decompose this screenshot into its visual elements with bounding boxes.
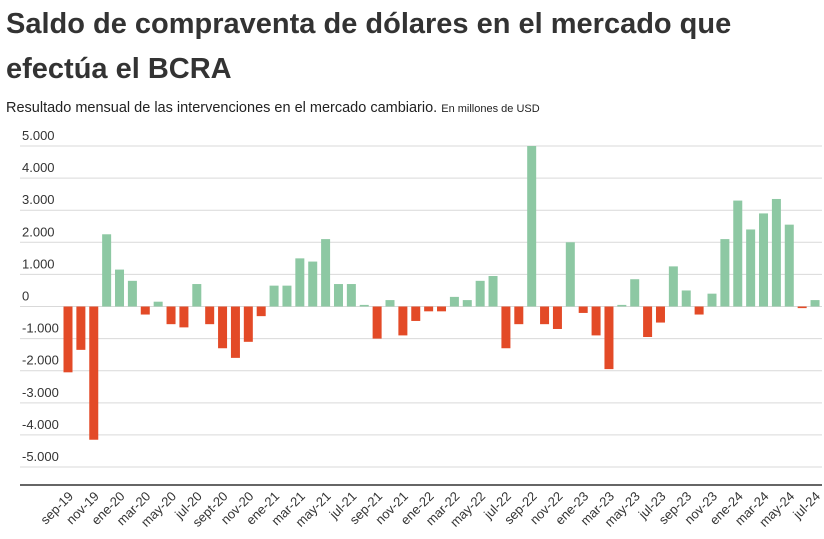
- bar: [153, 301, 163, 307]
- bar: [321, 239, 331, 307]
- bar: [269, 285, 279, 307]
- y-tick-label: -1.000: [22, 321, 59, 336]
- unit-note: En millones de USD: [441, 103, 540, 115]
- chart-title: Saldo de compraventa de dólares en el me…: [6, 8, 732, 85]
- bar: [179, 306, 189, 328]
- bar: [282, 285, 292, 307]
- bar: [707, 293, 717, 307]
- bar: [385, 300, 395, 307]
- bar: [89, 306, 99, 440]
- bar: [398, 306, 408, 336]
- bar: [694, 306, 704, 315]
- bar: [720, 239, 730, 307]
- bar: [205, 306, 215, 325]
- bar: [668, 266, 678, 307]
- bar: [527, 146, 537, 307]
- bar: [810, 300, 820, 307]
- bar: [552, 306, 562, 329]
- bar: [127, 280, 137, 307]
- bar: [746, 229, 756, 307]
- bar: [411, 306, 421, 321]
- y-tick-label: 4.000: [22, 160, 55, 175]
- bar: [617, 304, 627, 307]
- bar: [102, 234, 112, 307]
- subtitle: Resultado mensual de las intervenciones …: [6, 100, 438, 116]
- bar: [437, 306, 447, 312]
- y-tick-label: 5.000: [22, 128, 55, 143]
- bar: [256, 306, 266, 317]
- bar: [359, 304, 369, 307]
- bar: [604, 306, 614, 370]
- bar: [166, 306, 176, 325]
- bar: [295, 258, 305, 307]
- bar: [578, 306, 588, 313]
- y-tick-label: -4.000: [22, 417, 59, 432]
- bar: [475, 280, 485, 307]
- bar: [771, 198, 781, 307]
- bar: [372, 306, 382, 339]
- bar: [565, 242, 575, 307]
- bar: [643, 306, 653, 338]
- bar: [449, 296, 459, 307]
- bar: [514, 306, 524, 325]
- bar: [540, 306, 550, 325]
- y-tick-label: 1.000: [22, 256, 55, 271]
- bar: [784, 224, 794, 307]
- y-tick-label: 0: [22, 289, 29, 304]
- bar: [655, 306, 665, 323]
- bar: [230, 306, 240, 358]
- bar: [501, 306, 511, 349]
- bar: [733, 200, 743, 307]
- bar: [681, 290, 691, 307]
- y-tick-label: 3.000: [22, 192, 55, 207]
- subtitle-block: Resultado mensual de las intervenciones …: [6, 100, 540, 116]
- bar: [346, 284, 356, 307]
- bar: [243, 306, 253, 342]
- bar: [192, 284, 202, 307]
- bar: [591, 306, 601, 336]
- bar: [462, 300, 472, 307]
- y-tick-label: -5.000: [22, 449, 59, 464]
- y-tick-label: -2.000: [22, 353, 59, 368]
- bar: [140, 306, 150, 315]
- bar: [488, 276, 498, 307]
- bar: [630, 279, 640, 307]
- x-tick-label: jul-24: [789, 489, 823, 523]
- bar: [308, 261, 318, 307]
- bar: [333, 284, 343, 307]
- bar: [115, 269, 125, 307]
- bar: [76, 306, 86, 350]
- bar: [424, 306, 434, 312]
- bar: [63, 306, 73, 373]
- bar: [797, 306, 807, 309]
- bar: [218, 306, 228, 349]
- y-tick-label: 2.000: [22, 224, 55, 239]
- bar: [759, 213, 769, 307]
- y-tick-label: -3.000: [22, 385, 59, 400]
